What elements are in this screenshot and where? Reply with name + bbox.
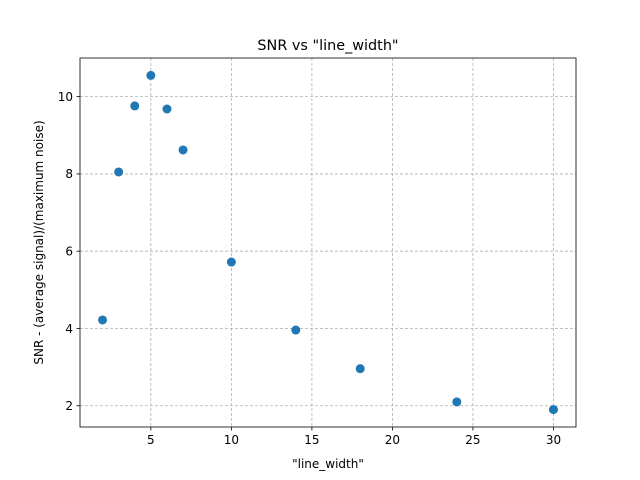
scatter-point [98, 315, 108, 325]
y-axis-label: SNR - (average signal)/(maximum noise) [32, 120, 46, 364]
scatter-point [146, 70, 156, 80]
y-tick-label: 4 [65, 322, 73, 336]
scatter-point [162, 104, 172, 114]
scatter-point [226, 257, 236, 267]
x-tick-label: 10 [224, 433, 239, 447]
y-tick-label: 6 [65, 244, 73, 258]
scatter-point [452, 397, 462, 407]
x-tick-label: 20 [385, 433, 400, 447]
plot-frame [79, 57, 577, 428]
x-tick-label: 30 [546, 433, 561, 447]
x-axis-ticks: 5 10 15 20 25 30 [147, 427, 561, 447]
grid-lines [80, 58, 576, 427]
y-axis-ticks: 2 4 6 8 10 [58, 90, 80, 413]
y-tick-label: 2 [65, 399, 73, 413]
x-tick-label: 15 [304, 433, 319, 447]
scatter-point [130, 101, 140, 111]
x-axis-label: "line_width" [292, 457, 364, 471]
scatter-point [291, 325, 301, 335]
scatter-point [355, 364, 365, 374]
y-tick-label: 10 [58, 90, 73, 104]
x-tick-label: 5 [147, 433, 155, 447]
scatter-point [178, 145, 188, 155]
x-tick-label: 25 [465, 433, 480, 447]
scatter-point [114, 167, 124, 177]
data-points [98, 70, 558, 415]
scatter-point [548, 405, 558, 415]
chart-title: SNR vs "line_width" [257, 38, 398, 54]
y-tick-label: 8 [65, 167, 73, 181]
